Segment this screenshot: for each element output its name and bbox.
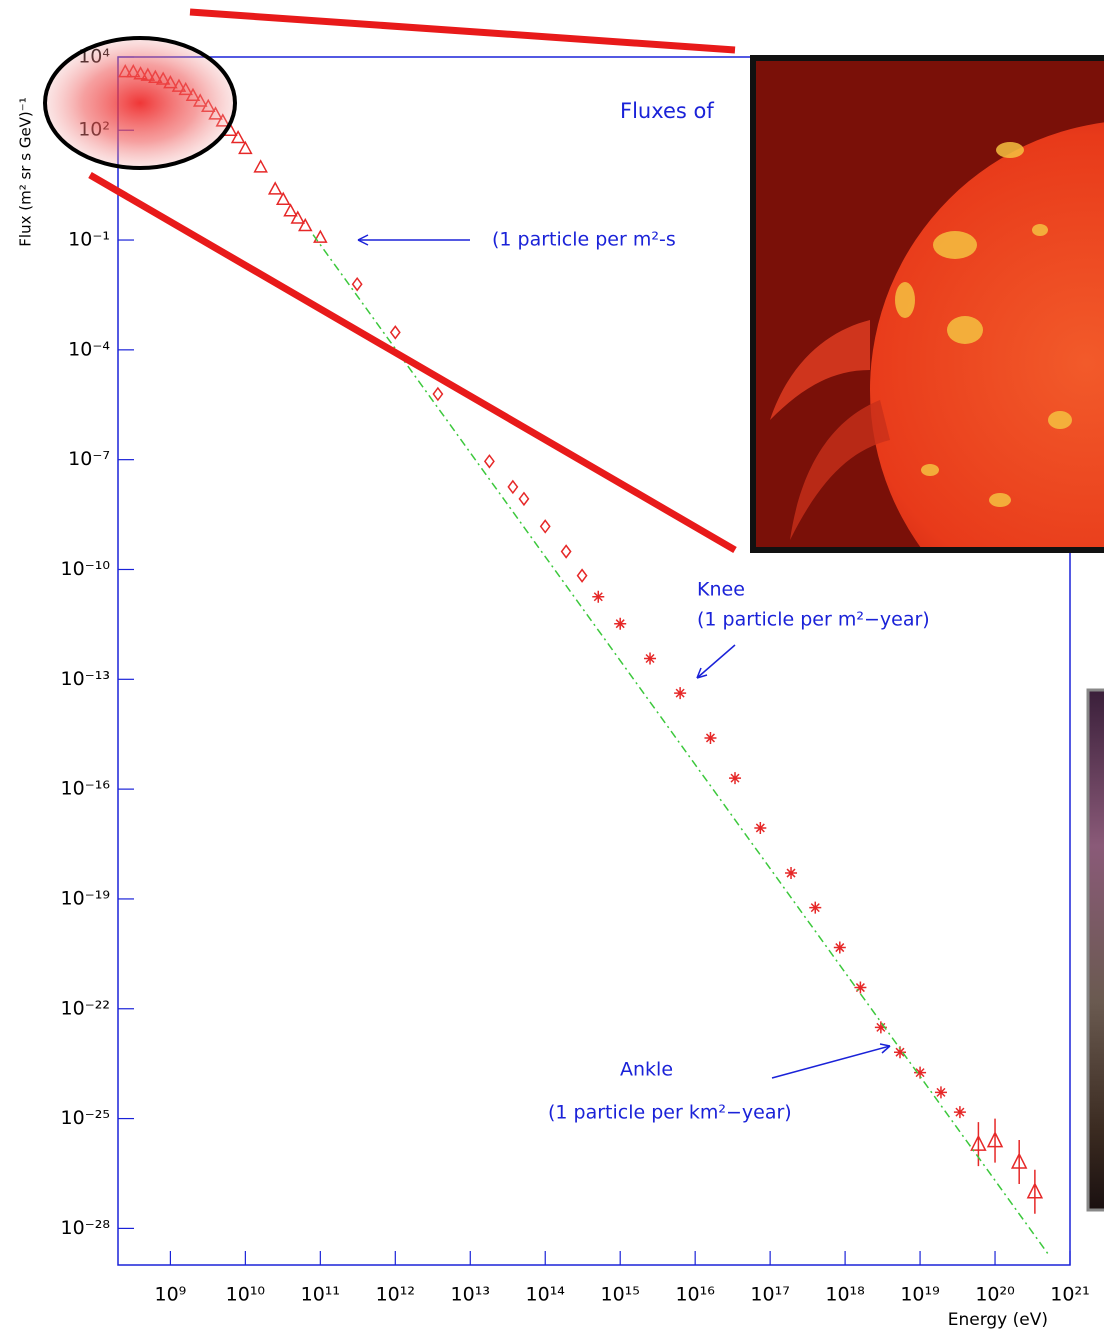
x-tick-label: 10¹⁵ xyxy=(600,1284,639,1306)
arrow-head xyxy=(357,234,369,246)
x-tick-label: 10²¹ xyxy=(1050,1284,1089,1306)
arrow xyxy=(771,1045,891,1079)
annotation: (1 particle per m²-s xyxy=(492,229,676,251)
data-point xyxy=(614,617,627,630)
data-point xyxy=(894,1046,907,1059)
data-point xyxy=(874,1021,887,1034)
data-point xyxy=(267,181,283,195)
data-point xyxy=(283,203,298,217)
annotation: (1 particle per m²−year) xyxy=(697,609,930,631)
data-point xyxy=(592,590,605,603)
callout-ellipse xyxy=(43,36,237,170)
prominence xyxy=(790,400,890,540)
prominence xyxy=(770,320,870,420)
y-tick-label: 10⁻⁷ xyxy=(68,448,110,470)
x-tick-label: 10¹⁴ xyxy=(526,1284,566,1306)
data-point xyxy=(253,159,268,173)
data-point xyxy=(518,491,530,507)
y-tick-label: 10⁻⁴ xyxy=(68,338,110,360)
fit-line xyxy=(312,234,1051,1257)
data-point xyxy=(854,981,867,994)
data-point xyxy=(389,325,401,340)
x-tick-label: 10¹² xyxy=(376,1284,415,1306)
sun-photo xyxy=(750,55,1104,553)
data-point xyxy=(674,687,687,700)
x-tick-label: 10¹³ xyxy=(451,1284,490,1306)
data-point xyxy=(833,941,846,954)
y-tick-label: 10⁻²² xyxy=(61,997,110,1019)
data-point xyxy=(483,454,495,469)
arrow xyxy=(696,644,736,679)
y-tick-label: 10⁻¹ xyxy=(68,229,110,251)
plot-frame xyxy=(117,56,1071,1266)
data-point xyxy=(644,652,657,665)
arrow-head xyxy=(879,1043,891,1054)
data-point xyxy=(953,1106,966,1119)
data-point xyxy=(970,1122,987,1167)
data-point xyxy=(1010,1140,1028,1185)
data-point xyxy=(507,479,519,495)
chart-title: Fluxes of xyxy=(620,99,714,123)
data-point xyxy=(539,519,551,534)
x-tick-label: 10⁹ xyxy=(155,1284,187,1306)
data-point xyxy=(986,1118,1004,1163)
data-point xyxy=(914,1066,927,1079)
annotation: Knee xyxy=(697,579,745,601)
y-tick-label: 10⁻¹⁰ xyxy=(61,558,110,580)
arrow-head xyxy=(696,667,708,679)
data-point xyxy=(729,772,742,785)
data-point xyxy=(298,217,313,232)
data-point xyxy=(560,544,572,559)
y-tick-label: 10⁻¹⁹ xyxy=(61,887,110,909)
x-tick-label: 10¹⁰ xyxy=(226,1284,265,1306)
sun-spots xyxy=(895,142,1072,507)
x-tick-label: 10¹⁶ xyxy=(675,1284,714,1306)
x-tick-label: 10¹⁷ xyxy=(750,1284,789,1306)
data-point xyxy=(704,731,717,744)
x-tick-label: 10¹⁸ xyxy=(825,1284,864,1306)
inset-photo xyxy=(1086,688,1104,1212)
data-point xyxy=(230,129,246,144)
y-tick-label: 10⁻²⁸ xyxy=(61,1217,110,1239)
x-tick-label: 10¹¹ xyxy=(301,1284,340,1306)
data-point xyxy=(290,210,306,224)
y-axis-label: Flux (m² sr s GeV)⁻¹ xyxy=(17,97,35,246)
data-point xyxy=(754,821,767,834)
data-point xyxy=(432,386,444,402)
annotation: Ankle xyxy=(620,1059,673,1081)
data-point xyxy=(238,140,253,155)
x-axis-label: Energy (eV) xyxy=(948,1310,1048,1330)
callout-line xyxy=(189,8,736,54)
y-tick-label: 10⁻²⁵ xyxy=(61,1107,110,1129)
data-point xyxy=(1026,1169,1044,1214)
data-point xyxy=(785,867,798,880)
annotation: (1 particle per km²−year) xyxy=(548,1102,792,1124)
data-point xyxy=(351,276,363,292)
x-tick-label: 10²⁰ xyxy=(975,1284,1014,1306)
data-point xyxy=(313,229,328,243)
x-tick-label: 10¹⁹ xyxy=(900,1284,939,1306)
data-point xyxy=(576,568,588,583)
data-point xyxy=(809,901,822,914)
callout-line xyxy=(88,171,737,554)
y-tick-label: 10⁻¹⁶ xyxy=(61,778,110,800)
y-tick-label: 10⁻¹³ xyxy=(61,668,110,690)
data-point xyxy=(275,191,291,206)
data-point xyxy=(934,1086,947,1099)
